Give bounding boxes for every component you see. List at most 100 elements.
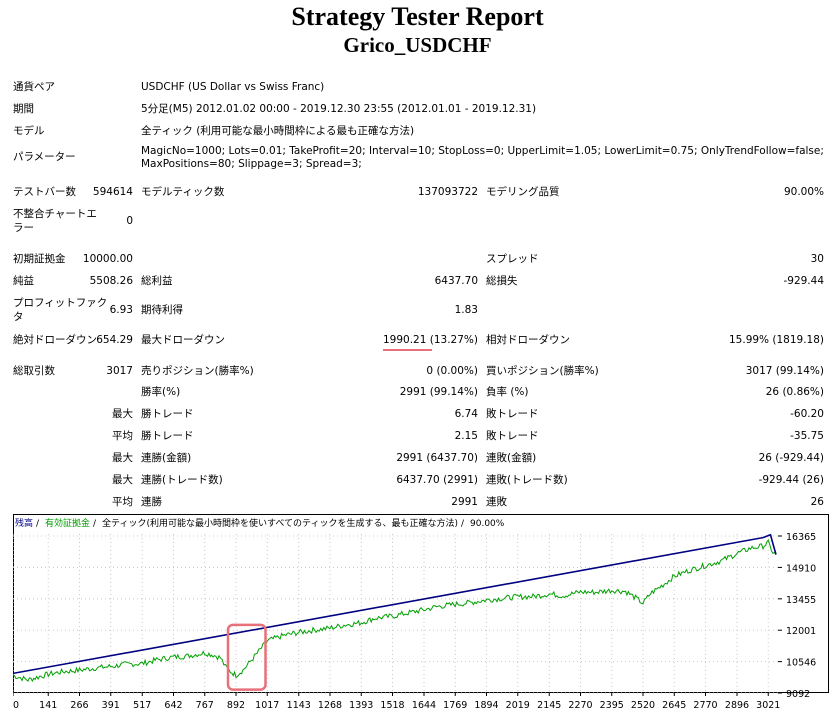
x-tick-label: 2520 bbox=[631, 700, 655, 711]
legend-item: 全ティック(利用可能な最小時間枠を使いすべてのティックを生成する、最も正確な方法… bbox=[102, 517, 458, 529]
total-trades-value: 3017 bbox=[106, 365, 133, 377]
report-title: Strategy Tester Report bbox=[291, 2, 544, 31]
params-label: パラメーター bbox=[13, 151, 76, 163]
y-tick-label: 9092 bbox=[786, 689, 810, 700]
net-label: 純益 bbox=[13, 275, 34, 287]
mismatch-label-1: 不整合チャートエ bbox=[13, 208, 97, 220]
x-tick-label: 3021 bbox=[756, 700, 780, 711]
x-tick-label: 2645 bbox=[662, 700, 686, 711]
long-value: 3017 (99.14%) bbox=[745, 365, 824, 377]
chart-svg: 残高 / 有効証拠金 / 全ティック(利用可能な最小時間枠を使いすべてのティックを生成す… bbox=[13, 514, 829, 711]
bars-value: 594614 bbox=[92, 186, 133, 198]
largest-win-value: 6.74 bbox=[454, 408, 478, 420]
legend-separator: / bbox=[93, 519, 97, 529]
gross-profit-label: 総利益 bbox=[141, 275, 173, 287]
model-label: モデル bbox=[13, 125, 45, 137]
max-dd-highlight-underline bbox=[383, 349, 432, 351]
params-line-2: MaxPositions=80; Slippage=3; Spread=3; bbox=[141, 158, 362, 170]
total-trades-label: 総取引数 bbox=[13, 365, 55, 377]
spread-value: 30 bbox=[810, 253, 824, 265]
y-tick-label: 12001 bbox=[786, 626, 816, 637]
avg-loss-value: -35.75 bbox=[790, 430, 824, 442]
x-tick-label: 1518 bbox=[380, 700, 404, 711]
x-tick-label: 2395 bbox=[600, 700, 624, 711]
long-label: 買いポジション(勝率%) bbox=[486, 365, 599, 377]
legend-separator: / bbox=[36, 519, 40, 529]
abs-dd-label: 絶対ドローダウン bbox=[13, 334, 97, 346]
expected-label: 期待利得 bbox=[141, 304, 183, 316]
max-cons-loss-money-value: 26 (-929.44) bbox=[758, 452, 824, 464]
drawdown-highlight-box bbox=[226, 623, 267, 691]
legend-item: 残高 bbox=[15, 517, 33, 529]
period-label: 期間 bbox=[13, 103, 34, 115]
symbol-value: USDCHF (US Dollar vs Swiss Franc) bbox=[141, 81, 325, 93]
deposit-value: 10000.00 bbox=[82, 253, 133, 265]
abs-dd-value: 654.29 bbox=[96, 334, 133, 346]
x-tick-label: 642 bbox=[164, 700, 182, 711]
avg-cons-loss-value: 26 bbox=[810, 496, 824, 508]
x-tick-label: 2019 bbox=[506, 700, 530, 711]
avg-win-label: 勝トレード bbox=[141, 430, 194, 442]
max-cons-loss-money-label: 連敗(金額) bbox=[486, 452, 537, 464]
max-cons-money-label: 最大 bbox=[112, 452, 133, 464]
x-tick-label: 1894 bbox=[474, 700, 498, 711]
largest-loss-value: -60.20 bbox=[790, 408, 824, 420]
quality-value: 90.00% bbox=[783, 186, 824, 198]
quality-label: モデリング品質 bbox=[486, 186, 560, 198]
balance-equity-chart: 残高 / 有効証拠金 / 全ティック(利用可能な最小時間枠を使いすべてのティックを生成す… bbox=[13, 514, 829, 714]
spread-label: スプレッド bbox=[486, 253, 539, 265]
max-cons-loss-count-label: 連敗(トレード数) bbox=[486, 474, 568, 486]
y-tick-label: 13455 bbox=[786, 595, 816, 606]
x-tick-label: 141 bbox=[39, 700, 57, 711]
net-value: 5508.26 bbox=[89, 275, 133, 287]
rel-dd-value: 15.99% (1819.18) bbox=[729, 334, 824, 346]
pf-value: 6.93 bbox=[109, 304, 133, 316]
pf-label-1: プロフィットファク bbox=[13, 297, 108, 309]
x-tick-label: 767 bbox=[196, 700, 214, 711]
x-tick-label: 2270 bbox=[568, 700, 592, 711]
symbol-label: 通貨ペア bbox=[13, 81, 55, 93]
x-tick-label: 391 bbox=[102, 700, 120, 711]
win-rate-value: 2991 (99.14%) bbox=[399, 386, 478, 398]
max-cons-win-money-value: 2991 (6437.70) bbox=[396, 452, 478, 464]
ticks-value: 137093722 bbox=[417, 186, 478, 198]
loss-rate-value: 26 (0.86%) bbox=[765, 386, 824, 398]
period-value: 5分足(M5) 2012.01.02 00:00 - 2019.12.30 23… bbox=[141, 103, 537, 115]
gross-loss-value: -929.44 bbox=[783, 275, 824, 287]
max-cons-win-money-label: 連勝(金額) bbox=[141, 452, 192, 464]
model-value: 全ティック (利用可能な最小時間枠による最も正確な方法) bbox=[141, 125, 415, 137]
x-tick-label: 892 bbox=[227, 700, 245, 711]
short-value: 0 (0.00%) bbox=[426, 365, 478, 377]
gross-profit-value: 6437.70 bbox=[434, 275, 478, 287]
x-tick-label: 1268 bbox=[318, 700, 342, 711]
mismatch-value: 0 bbox=[126, 215, 133, 227]
avg-cons-loss-label: 連敗 bbox=[486, 496, 507, 508]
balance-line bbox=[13, 533, 777, 675]
legend-item: 有効証拠金 bbox=[45, 517, 90, 529]
x-tick-label: 2145 bbox=[537, 700, 561, 711]
average-label: 平均 bbox=[112, 430, 133, 442]
legend-item: 90.00% bbox=[470, 519, 505, 529]
x-tick-label: 1393 bbox=[349, 700, 373, 711]
x-tick-label: 517 bbox=[133, 700, 151, 711]
x-tick-label: 1769 bbox=[443, 700, 467, 711]
loss-rate-label: 負率 (%) bbox=[486, 386, 529, 398]
avg-cons-win-label: 連勝 bbox=[141, 496, 162, 508]
params-line-1: MagicNo=1000; Lots=0.01; TakeProfit=20; … bbox=[141, 145, 824, 157]
max-cons-count-label: 最大 bbox=[112, 474, 133, 486]
gross-loss-label: 総損失 bbox=[486, 275, 518, 287]
pf-label-2: タ bbox=[13, 311, 24, 323]
ticks-label: モデルティック数 bbox=[141, 186, 225, 198]
x-tick-label: 1143 bbox=[287, 700, 311, 711]
report-subtitle: Grico_USDCHF bbox=[343, 33, 492, 57]
avg-cons-label: 平均 bbox=[112, 496, 133, 508]
short-label: 売りポジション(勝率%) bbox=[141, 365, 254, 377]
mismatch-label-2: ラー bbox=[13, 222, 34, 234]
bars-label: テストバー数 bbox=[13, 186, 76, 198]
equity-line bbox=[13, 539, 777, 683]
rel-dd-label: 相対ドローダウン bbox=[486, 334, 570, 346]
max-cons-loss-count-value: -929.44 (26) bbox=[758, 474, 824, 486]
chart-frame bbox=[13, 514, 829, 693]
largest-win-label: 勝トレード bbox=[141, 408, 194, 420]
x-tick-label: 0 bbox=[13, 700, 19, 711]
